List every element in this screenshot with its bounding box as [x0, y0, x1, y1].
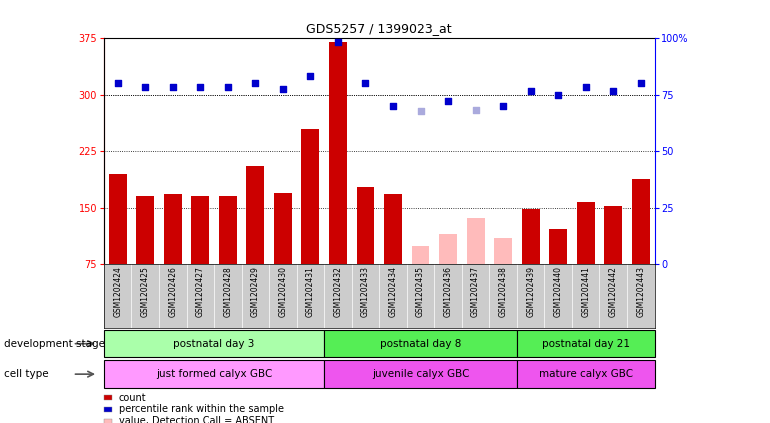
Text: GSM1202438: GSM1202438 [499, 266, 507, 317]
Point [552, 91, 564, 98]
Bar [136, 197, 154, 264]
Bar [219, 197, 236, 264]
Bar [302, 129, 320, 264]
Text: value, Detection Call = ABSENT: value, Detection Call = ABSENT [119, 416, 273, 423]
Text: GSM1202440: GSM1202440 [554, 266, 563, 317]
Text: development stage: development stage [4, 339, 105, 349]
Point [112, 80, 124, 87]
Text: GSM1202434: GSM1202434 [389, 266, 397, 317]
Text: postnatal day 8: postnatal day 8 [380, 339, 461, 349]
Text: GSM1202435: GSM1202435 [416, 266, 425, 317]
Bar [246, 166, 264, 264]
Point [470, 106, 482, 113]
Bar [329, 42, 347, 264]
Bar [104, 330, 324, 357]
Bar [164, 194, 182, 264]
Point [194, 84, 206, 91]
Bar [467, 218, 484, 264]
Point [414, 108, 427, 115]
Title: GDS5257 / 1399023_at: GDS5257 / 1399023_at [306, 22, 452, 36]
Bar [412, 245, 430, 264]
Text: GSM1202425: GSM1202425 [141, 266, 149, 317]
Bar [439, 234, 457, 264]
Text: GSM1202428: GSM1202428 [223, 266, 233, 317]
Bar [577, 202, 594, 264]
Text: GSM1202430: GSM1202430 [279, 266, 287, 317]
Text: GSM1202432: GSM1202432 [333, 266, 343, 317]
Point [276, 85, 289, 92]
Text: percentile rank within the sample: percentile rank within the sample [119, 404, 283, 415]
Text: juvenile calyx GBC: juvenile calyx GBC [372, 369, 469, 379]
Point [524, 88, 537, 94]
Point [332, 38, 344, 45]
Text: GSM1202433: GSM1202433 [361, 266, 370, 317]
Text: GSM1202442: GSM1202442 [609, 266, 618, 317]
Text: postnatal day 21: postnatal day 21 [541, 339, 630, 349]
Bar [274, 193, 292, 264]
Point [360, 80, 372, 87]
Text: GSM1202439: GSM1202439 [526, 266, 535, 317]
Bar [517, 330, 654, 357]
Bar [384, 194, 402, 264]
Bar [604, 206, 622, 264]
Bar [104, 360, 324, 388]
Point [166, 84, 179, 91]
Text: GSM1202429: GSM1202429 [251, 266, 259, 317]
Text: GSM1202431: GSM1202431 [306, 266, 315, 317]
Bar [632, 179, 650, 264]
Text: just formed calyx GBC: just formed calyx GBC [156, 369, 273, 379]
Text: GSM1202427: GSM1202427 [196, 266, 205, 317]
Bar [522, 209, 540, 264]
Bar [324, 360, 517, 388]
Point [607, 88, 619, 94]
Point [387, 103, 399, 110]
Bar [549, 229, 567, 264]
Point [249, 80, 262, 87]
Bar [517, 360, 654, 388]
Point [580, 84, 592, 91]
Point [222, 84, 234, 91]
Text: GSM1202424: GSM1202424 [113, 266, 122, 317]
Text: GSM1202437: GSM1202437 [471, 266, 480, 317]
Text: GSM1202443: GSM1202443 [636, 266, 645, 317]
Point [139, 84, 152, 91]
Bar [192, 197, 209, 264]
Text: cell type: cell type [4, 369, 49, 379]
Point [304, 72, 316, 79]
Text: postnatal day 3: postnatal day 3 [173, 339, 255, 349]
Text: mature calyx GBC: mature calyx GBC [539, 369, 633, 379]
Text: GSM1202426: GSM1202426 [169, 266, 177, 317]
Point [634, 80, 647, 87]
Bar [494, 238, 512, 264]
Point [497, 103, 509, 110]
Text: count: count [119, 393, 146, 403]
Bar [357, 187, 374, 264]
Bar [109, 174, 126, 264]
Point [442, 97, 454, 104]
Text: GSM1202436: GSM1202436 [444, 266, 453, 317]
Bar [324, 330, 517, 357]
Text: GSM1202441: GSM1202441 [581, 266, 590, 317]
